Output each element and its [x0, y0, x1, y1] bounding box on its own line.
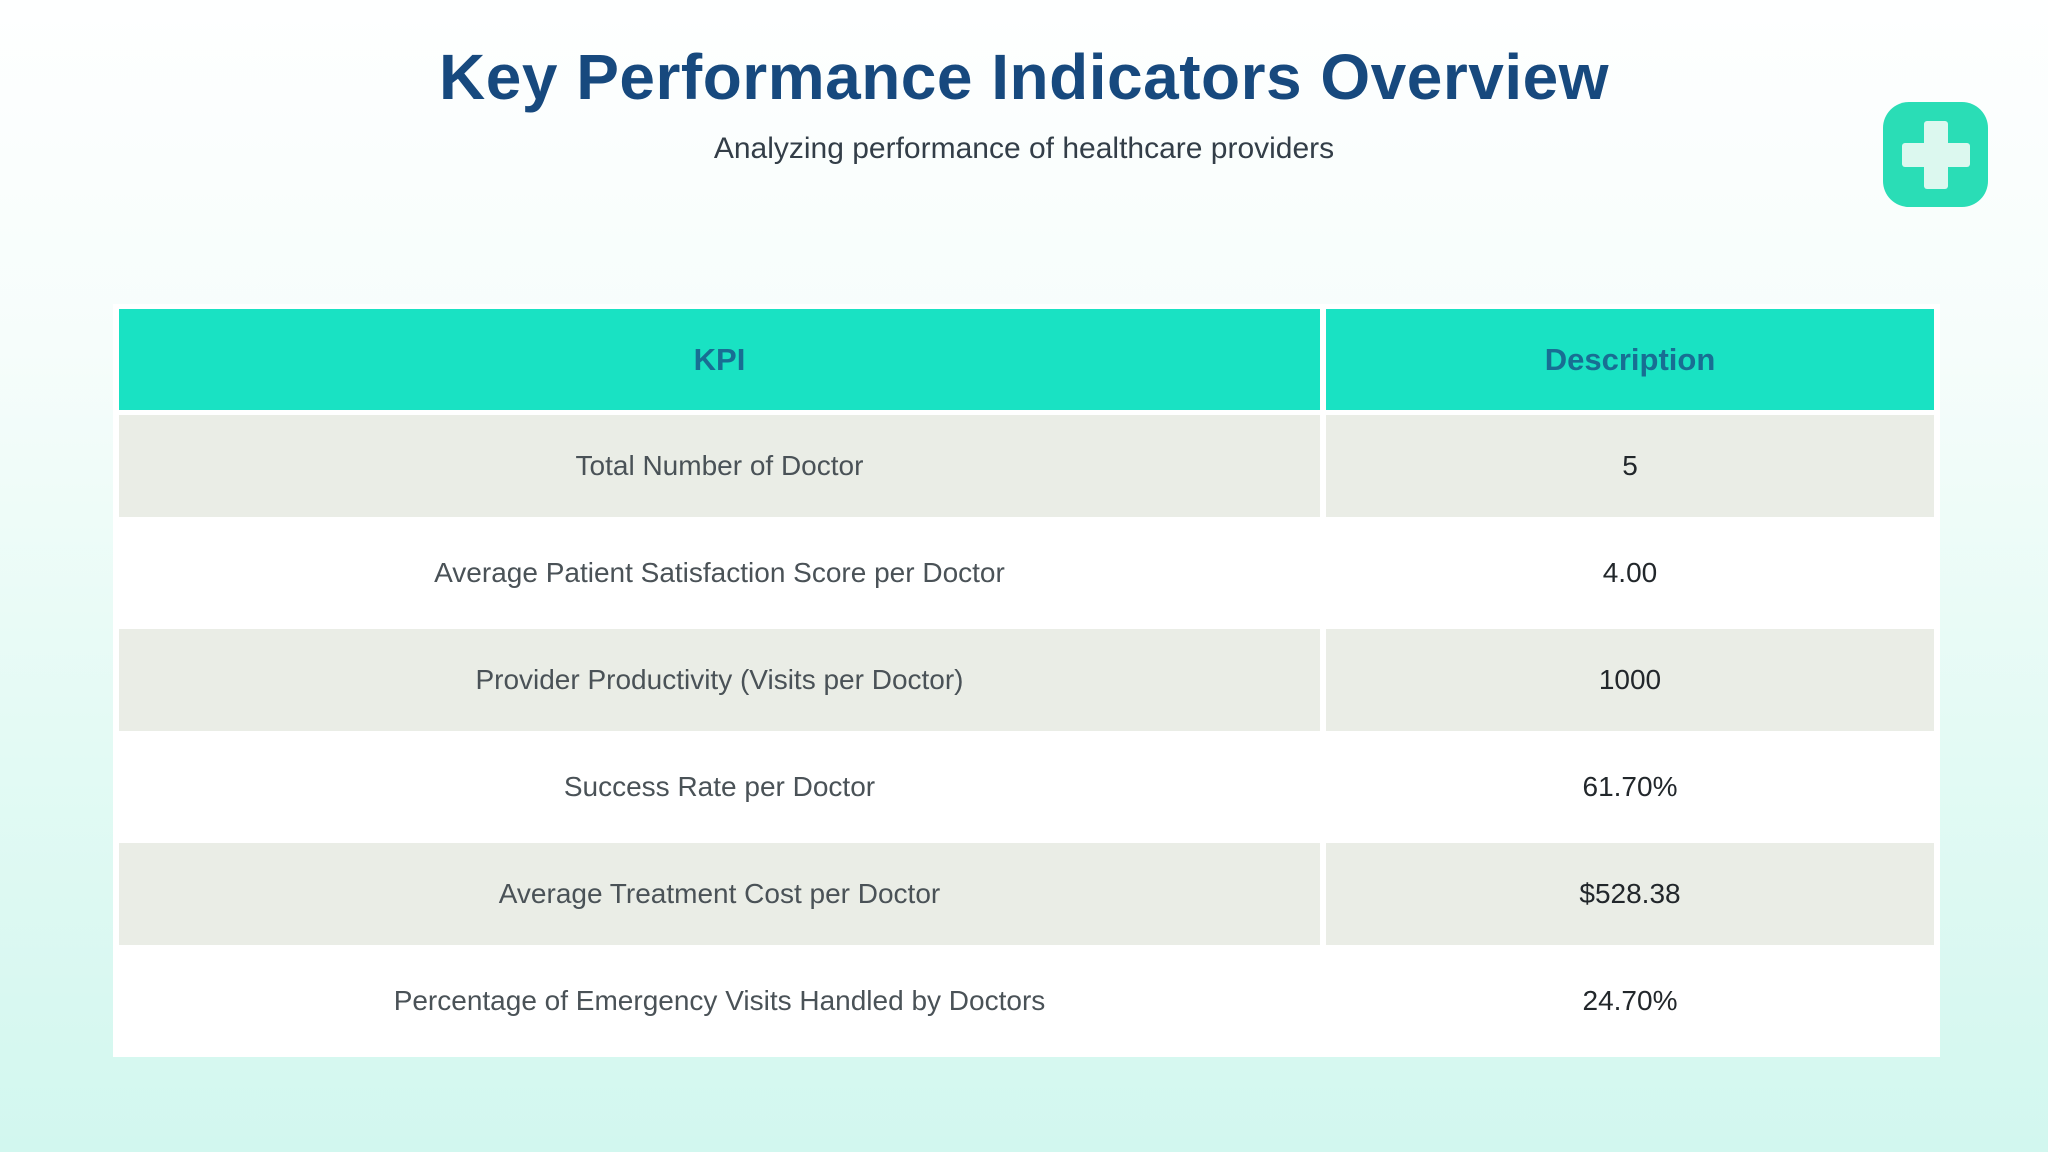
table-row: Success Rate per Doctor 61.70%	[119, 736, 1934, 838]
kpi-cell: Total Number of Doctor	[119, 415, 1320, 517]
kpi-table-body: Total Number of Doctor 5 Average Patient S…	[119, 415, 1934, 1052]
page-subtitle: Analyzing performance of healthcare prov…	[713, 131, 1335, 165]
page-title: Key Performance Indicators Overview	[439, 41, 1609, 113]
kpi-table-header: KPI Description	[119, 309, 1934, 410]
kpi-table: KPI Description Total Number of Doctor 5 A…	[113, 304, 1940, 1057]
table-row: Percentage of Emergency Visits Handled b…	[119, 950, 1934, 1052]
column-header-kpi: KPI	[119, 309, 1320, 410]
table-row: Average Patient Satisfaction Score per D…	[119, 522, 1934, 624]
table-row: Total Number of Doctor 5	[119, 415, 1934, 517]
table-row: Provider Productivity (Visits per Doctor…	[119, 629, 1934, 731]
kpi-cell: Average Patient Satisfaction Score per D…	[119, 522, 1320, 624]
kpi-cell: Percentage of Emergency Visits Handled b…	[119, 950, 1320, 1052]
plus-icon-vertical-bar	[1923, 120, 1948, 189]
description-cell: 61.70%	[1325, 736, 1934, 838]
header-row: KPI Description	[119, 309, 1934, 410]
description-cell: 24.70%	[1325, 950, 1934, 1052]
description-cell: 4.00	[1325, 522, 1934, 624]
kpi-cell: Provider Productivity (Visits per Doctor…	[119, 629, 1320, 731]
column-header-description: Description	[1325, 309, 1934, 410]
description-cell: $528.38	[1325, 843, 1934, 945]
medical-plus-icon	[1883, 102, 1988, 207]
description-cell: 1000	[1325, 629, 1934, 731]
kpi-cell: Average Treatment Cost per Doctor	[119, 843, 1320, 945]
description-cell: 5	[1325, 415, 1934, 517]
table-row: Average Treatment Cost per Doctor $528.38	[119, 843, 1934, 945]
kpi-cell: Success Rate per Doctor	[119, 736, 1320, 838]
page-header: Key Performance Indicators Overview Anal…	[0, 0, 2048, 207]
